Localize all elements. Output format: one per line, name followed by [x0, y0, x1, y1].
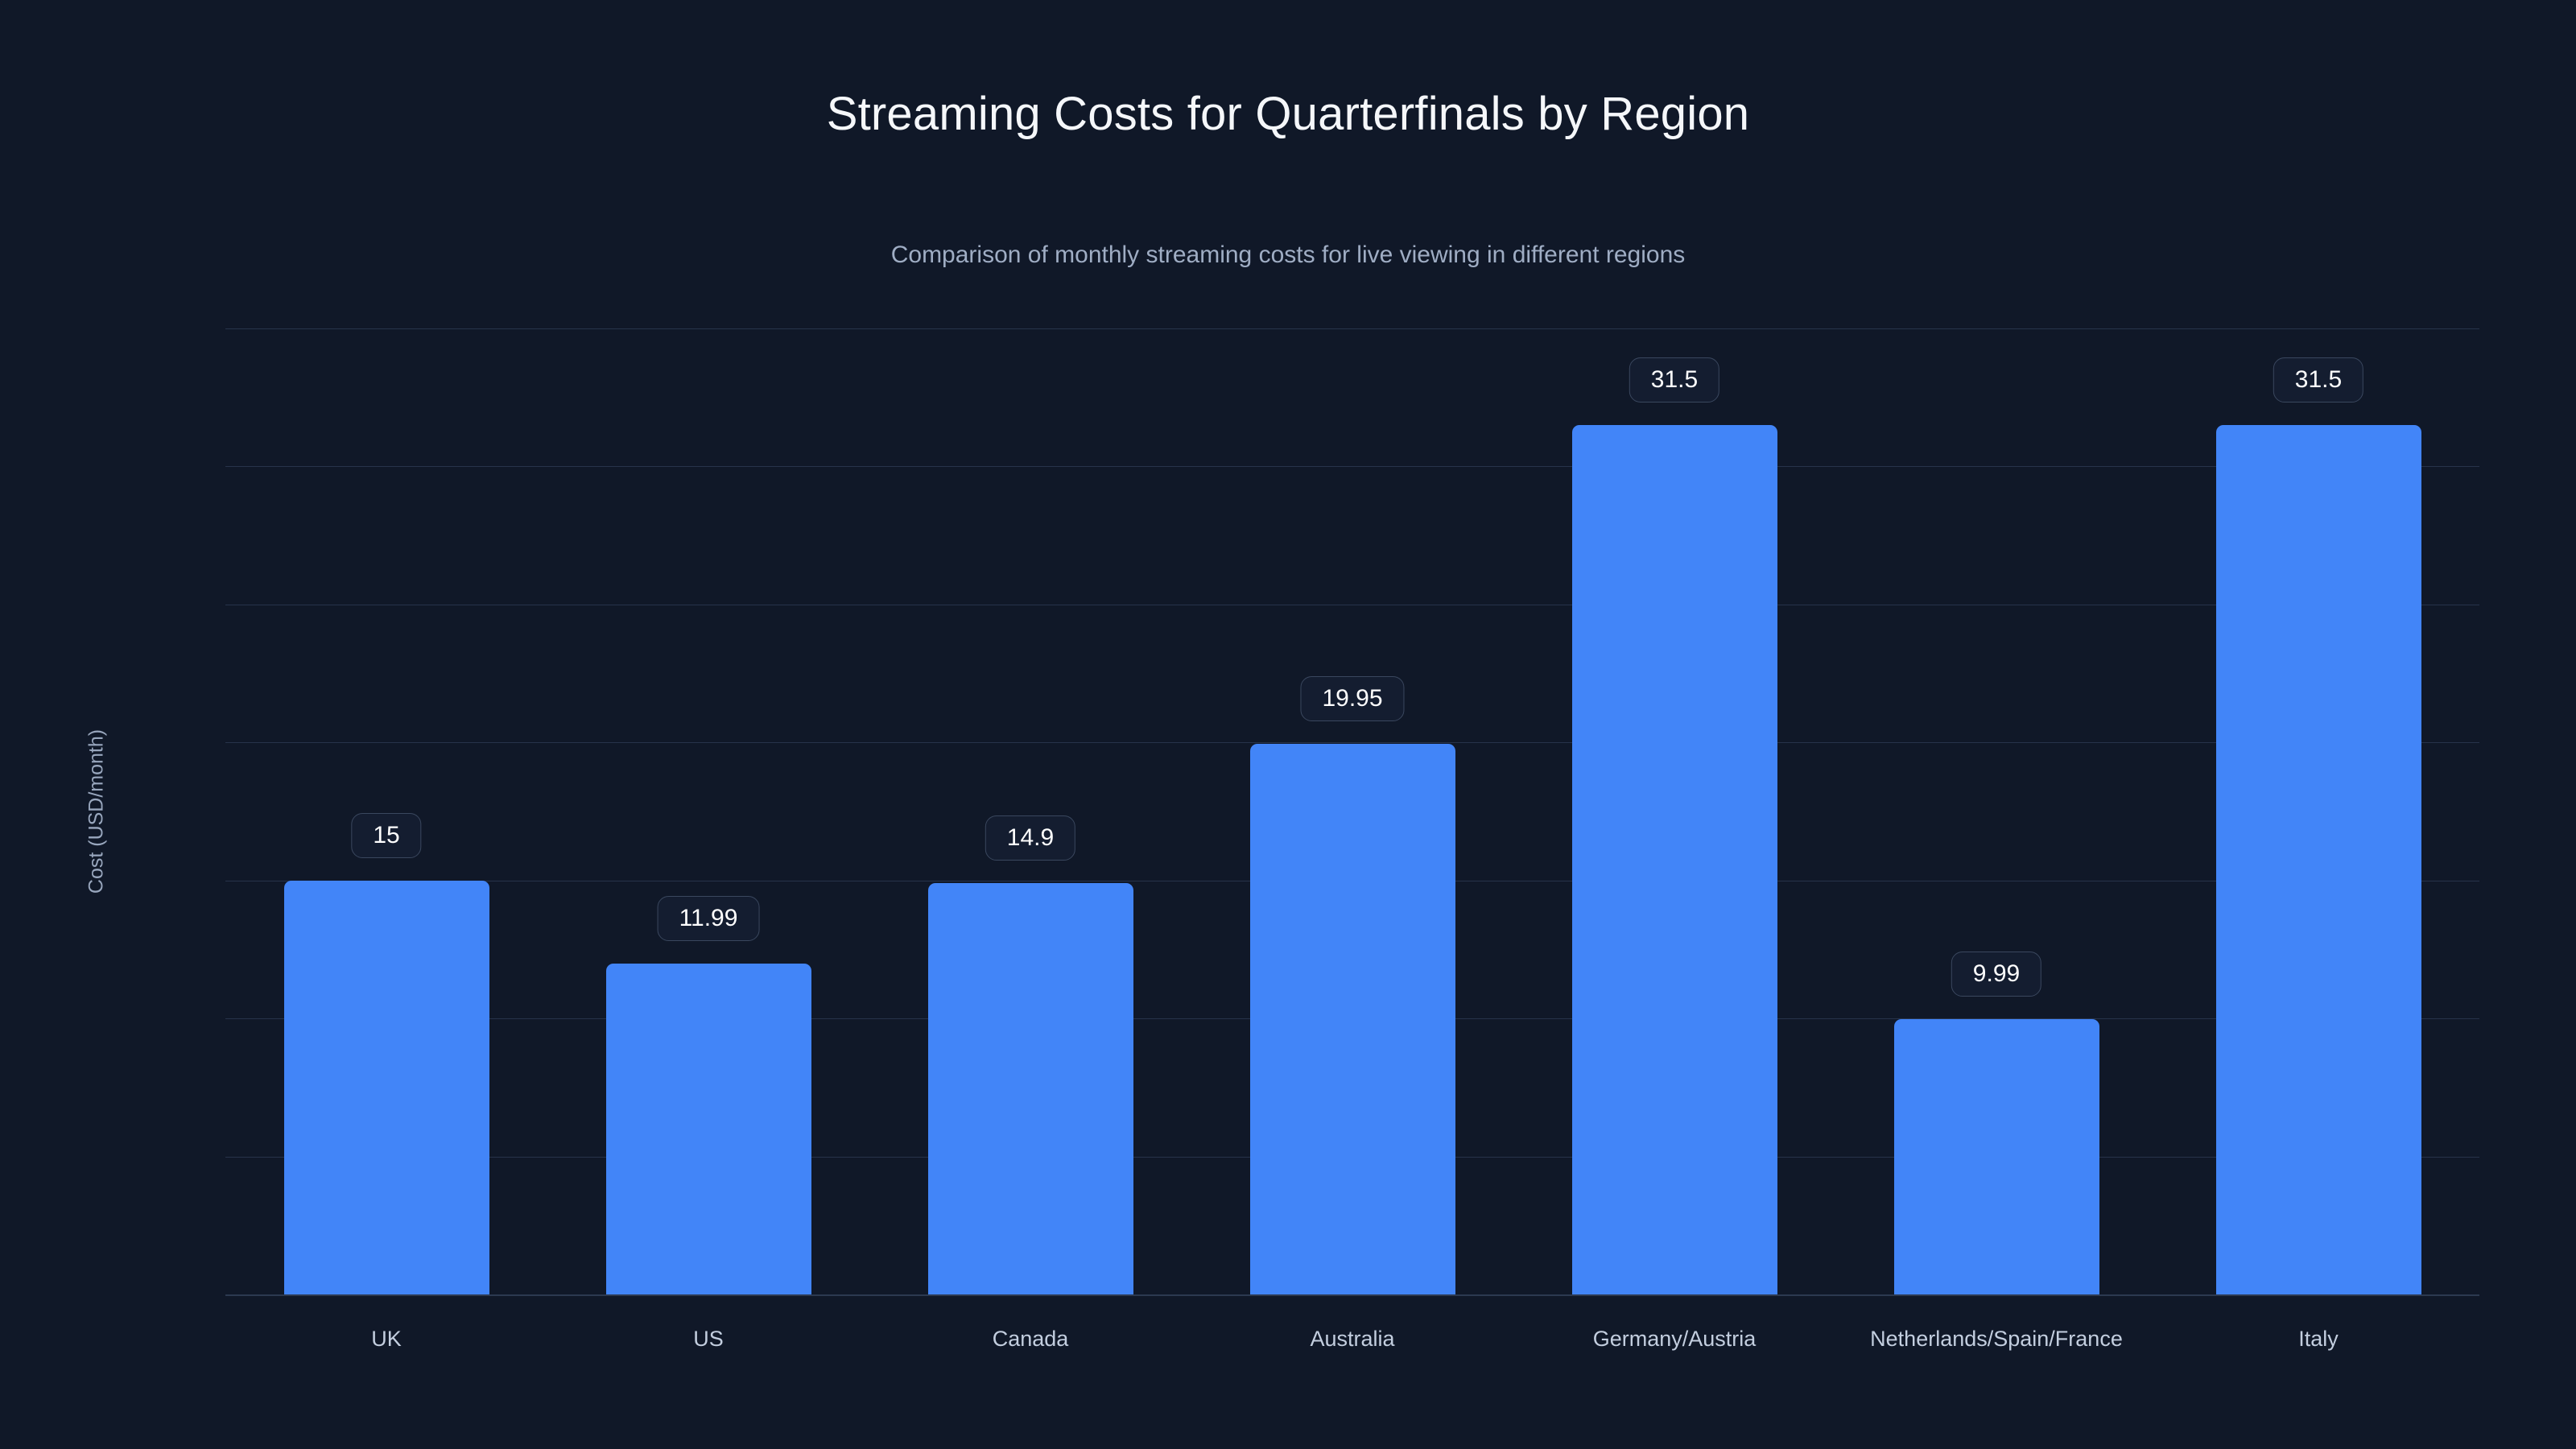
bar[interactable] [1571, 425, 1777, 1294]
bar-group[interactable]: 31.5 [2215, 328, 2421, 1294]
bar-group[interactable]: 19.95 [1249, 328, 1455, 1294]
gridline [225, 742, 2479, 744]
bar-value-label: 31.5 [1629, 357, 1720, 402]
bar-value-label: 15 [351, 812, 422, 858]
bar-value-label: 11.99 [657, 895, 760, 941]
x-axis-tick-label: Netherlands/Spain/France [1870, 1327, 2123, 1351]
bar-group[interactable]: 9.99 [1893, 328, 2099, 1294]
bar-group[interactable]: 11.99 [605, 328, 811, 1294]
gridline [225, 328, 2479, 329]
x-axis-tick-label: UK [371, 1327, 402, 1351]
x-axis-tick-label: US [693, 1327, 724, 1351]
bar[interactable] [605, 963, 811, 1294]
bar[interactable] [1249, 744, 1455, 1294]
y-axis-title: Cost (USD/month) [85, 729, 108, 894]
chart-subtitle: Comparison of monthly streaming costs fo… [890, 242, 1686, 268]
bar[interactable] [927, 883, 1133, 1294]
chart-title: Streaming Costs for Quarterfinals by Reg… [826, 88, 1750, 140]
bar-value-label: 9.99 [1951, 951, 2042, 997]
gridline [225, 466, 2479, 468]
bar-group[interactable]: 14.9 [927, 328, 1133, 1294]
bar-group[interactable]: 31.5 [1571, 328, 1777, 1294]
bar-value-label: 31.5 [2273, 357, 2364, 402]
bar-value-label: 14.9 [985, 815, 1076, 861]
bar-value-label: 19.95 [1300, 676, 1405, 721]
bar[interactable] [1893, 1018, 2099, 1294]
x-axis-tick-label: Germany/Austria [1592, 1327, 1757, 1351]
x-axis-tick-label: Italy [2298, 1327, 2339, 1351]
x-axis-line [225, 1294, 2479, 1296]
bar-group[interactable]: 15 [283, 328, 489, 1294]
x-axis-tick-label: Canada [992, 1327, 1069, 1351]
bar[interactable] [283, 880, 489, 1294]
x-axis-tick-label: Australia [1310, 1327, 1395, 1351]
bar[interactable] [2215, 425, 2421, 1294]
